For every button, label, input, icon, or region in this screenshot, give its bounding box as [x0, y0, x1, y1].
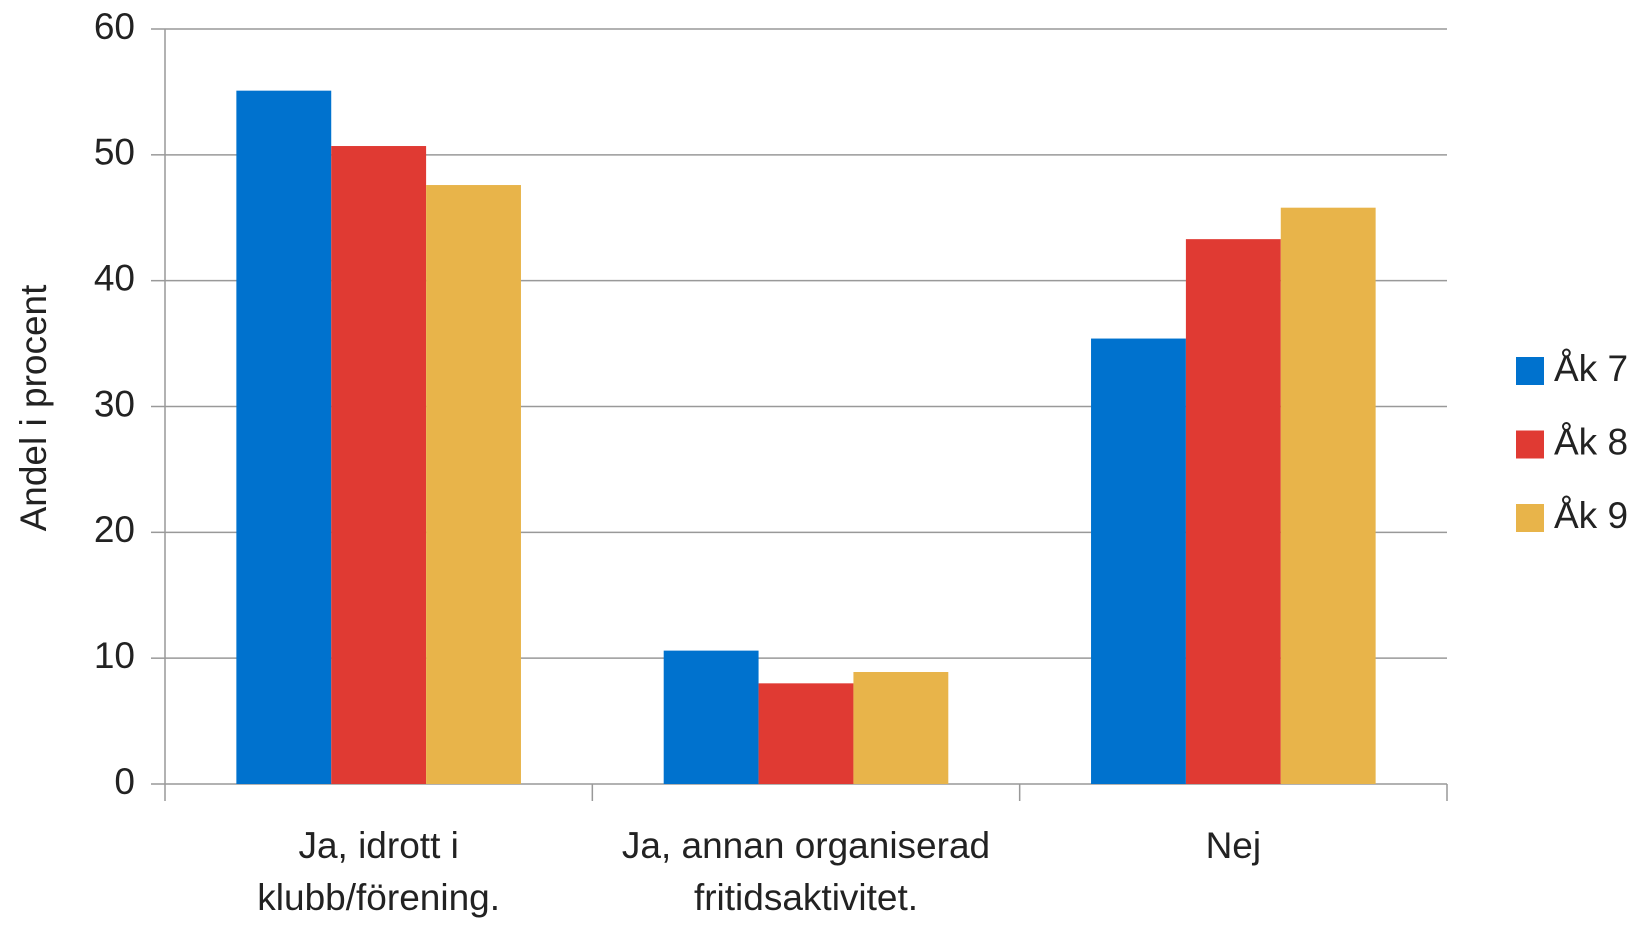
- bar: [758, 683, 854, 784]
- x-tick-label: Ja, annan organiserad fritidsaktivitet.: [621, 825, 991, 918]
- y-axis-title: Andel i procent: [13, 284, 54, 532]
- bar: [1185, 239, 1281, 784]
- x-tick-label: Nej: [1205, 825, 1262, 866]
- bar: [1091, 338, 1186, 784]
- bar: [663, 650, 759, 784]
- y-tick-label: 30: [94, 383, 135, 424]
- legend-swatch: [1516, 357, 1544, 385]
- y-tick-label: 10: [94, 635, 135, 676]
- y-tick-label: 0: [114, 761, 135, 802]
- y-tick-label: 40: [94, 257, 135, 298]
- bar: [236, 90, 332, 785]
- bar: [853, 672, 949, 784]
- y-tick-label: 20: [94, 509, 135, 550]
- legend-label: Åk 9: [1554, 495, 1628, 536]
- x-tick-label: Ja, idrott i klubb/förening.: [257, 825, 501, 918]
- bar: [331, 146, 427, 784]
- y-tick-label: 50: [94, 132, 135, 173]
- legend-label: Åk 8: [1554, 421, 1628, 462]
- bar: [426, 185, 521, 785]
- legend-swatch: [1516, 430, 1544, 459]
- y-tick-label: 60: [94, 6, 135, 47]
- bar: [1280, 207, 1376, 784]
- legend-swatch: [1516, 504, 1544, 532]
- legend-label: Åk 7: [1554, 348, 1628, 389]
